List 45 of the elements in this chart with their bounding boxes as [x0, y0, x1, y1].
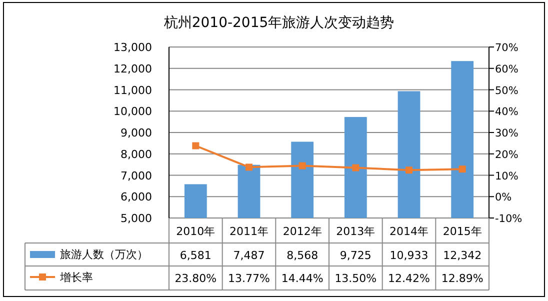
point [246, 164, 252, 171]
y-tick-label: 13,000 [114, 41, 152, 54]
data-label: 10,933 [390, 249, 428, 262]
x-tick-label: 2012年 [282, 225, 322, 238]
y-tick-label: 7,000 [120, 169, 152, 182]
point [352, 164, 360, 172]
y2-tick-label: 30% [495, 128, 518, 140]
point [298, 162, 306, 170]
y-tick-label: 5,000 [120, 212, 152, 225]
x-tick-label: 2013年 [336, 225, 376, 238]
y2-tick-label: 10% [495, 170, 518, 182]
data-label: 7,487 [233, 249, 265, 262]
y2-tick-label: 40% [495, 106, 518, 118]
chart-title: 杭州2010-2015年旅游人次变动趋势 [162, 15, 394, 31]
y-tick-label: 9,000 [120, 126, 152, 140]
y-tick-label: 6,000 [120, 190, 152, 204]
data-label: 8,568 [286, 249, 318, 262]
x-tick-label: 2010年 [176, 225, 216, 238]
point [458, 166, 466, 173]
y-tick-label: 12,000 [114, 62, 152, 76]
point [406, 166, 412, 174]
data-label: 13.77% [228, 272, 270, 285]
y2-tick-label: 60% [495, 63, 518, 76]
y-tick-label: 10,000 [114, 105, 152, 118]
y2-tick-label: 50% [495, 84, 518, 97]
y-tick-label: 11,000 [114, 84, 152, 97]
data-label: 9,725 [340, 249, 372, 262]
data-label: 6,581 [180, 249, 212, 262]
y-tick-label: 8,000 [120, 148, 152, 161]
data-label: 13.50% [334, 272, 377, 285]
x-tick-label: 2011年 [230, 225, 268, 238]
legend-label: 旅游人数（万次） [60, 248, 148, 261]
y2-tick-label: 20% [495, 148, 518, 161]
data-label: 12.89% [441, 272, 484, 285]
data-label: 12,342 [443, 249, 482, 262]
data-label: 23.80% [174, 272, 217, 285]
data-label: 12.42% [388, 272, 430, 285]
legend-label: 增长率 [59, 271, 93, 284]
x-tick-label: 2015年 [442, 225, 482, 238]
data-label: 14.44% [281, 272, 324, 285]
y2-tick-label: -10% [495, 213, 522, 225]
y2-tick-label: 0% [495, 192, 512, 204]
x-tick-label: 2014年 [390, 225, 428, 238]
y2-tick-label: 70% [495, 42, 518, 54]
point [192, 142, 200, 150]
